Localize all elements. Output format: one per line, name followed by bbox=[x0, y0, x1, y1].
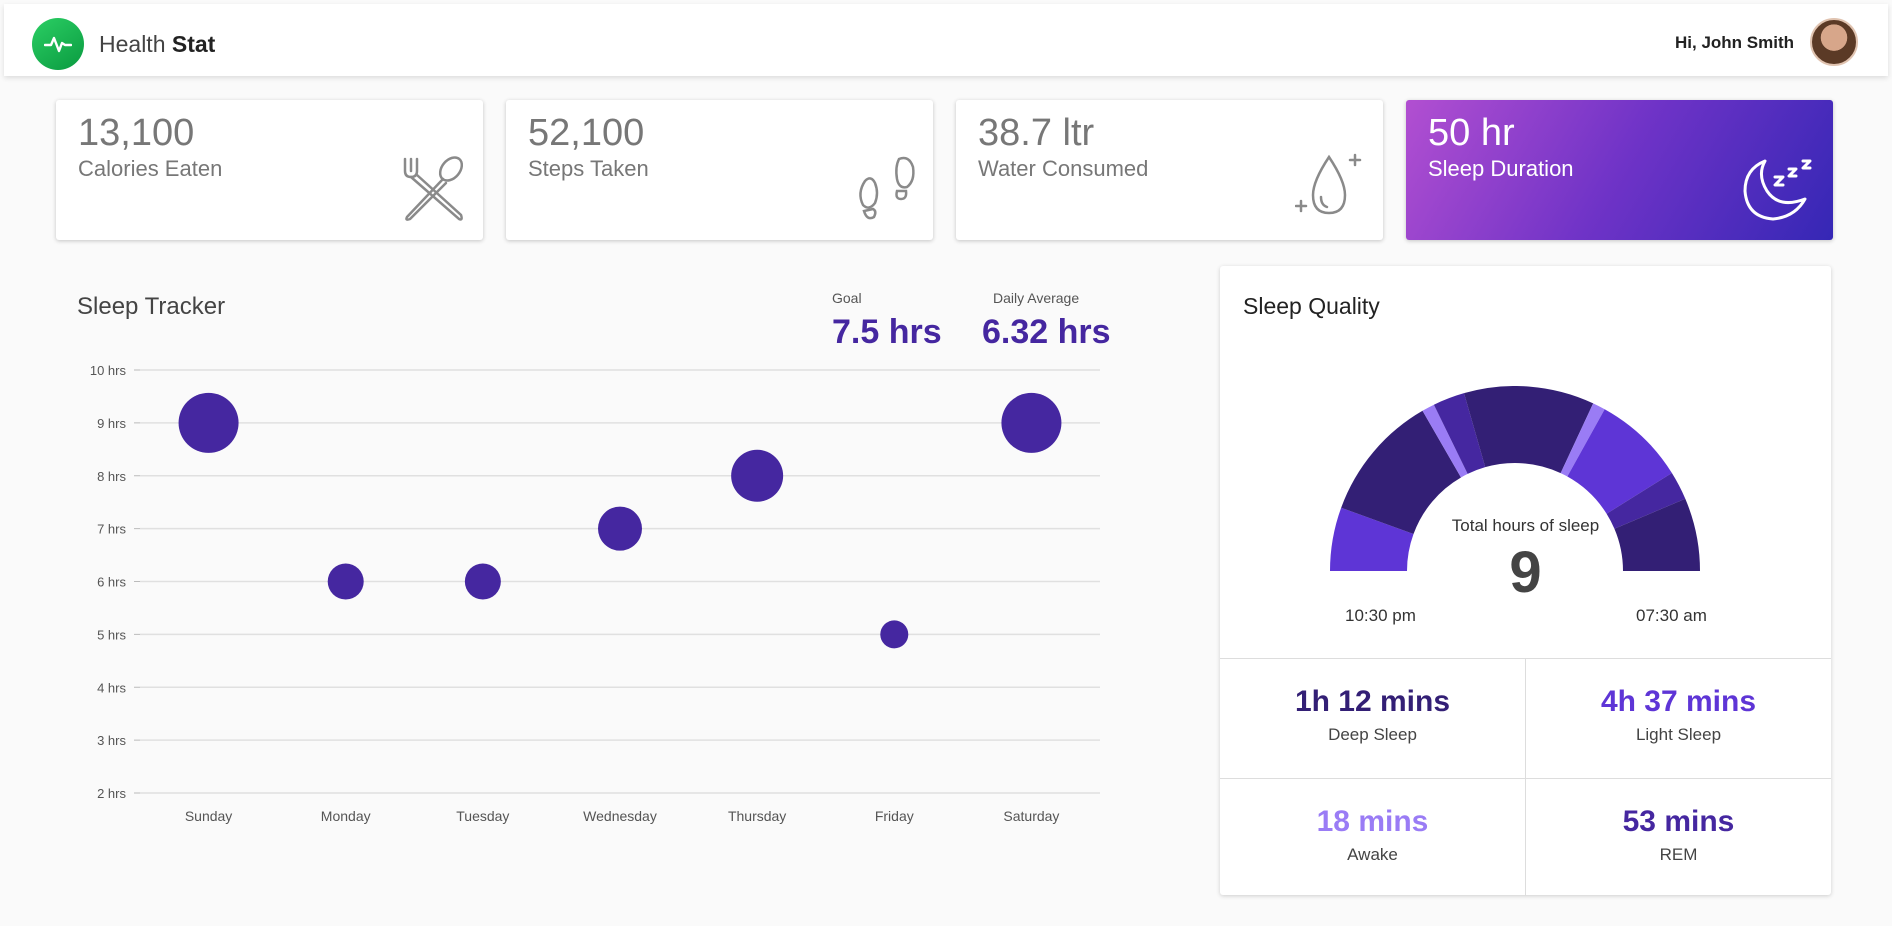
grid-divider bbox=[1525, 659, 1526, 896]
stat-card-sleep[interactable]: 50 hr Sleep Duration bbox=[1406, 100, 1833, 240]
user-greeting: Hi, John Smith bbox=[1675, 33, 1794, 52]
y-tick-label: 10 hrs bbox=[90, 363, 127, 378]
gauge-segment-deep[interactable] bbox=[1341, 410, 1461, 535]
sleep-bubble-monday[interactable] bbox=[327, 563, 364, 600]
x-tick-label: Saturday bbox=[1003, 808, 1059, 824]
x-tick-label: Friday bbox=[875, 808, 914, 824]
stat-label: Steps Taken bbox=[528, 156, 649, 181]
stat-value: 50 hr bbox=[1428, 112, 1515, 154]
sleep-tracker-title: Sleep Tracker bbox=[77, 293, 226, 320]
deep-sleep-label: Deep Sleep bbox=[1328, 725, 1417, 744]
rem-label: REM bbox=[1659, 845, 1698, 864]
stat-card-calories[interactable]: 13,100 Calories Eaten bbox=[56, 100, 483, 240]
gauge-start-time: 10:30 pm bbox=[1345, 606, 1416, 625]
grid-divider bbox=[1220, 778, 1831, 779]
gauge-segment-light[interactable] bbox=[1330, 507, 1414, 571]
sleep-quality-gauge bbox=[1330, 386, 1700, 571]
x-tick-label: Monday bbox=[321, 808, 371, 824]
y-tick-label: 4 hrs bbox=[97, 680, 126, 695]
sleep-bubble-tuesday[interactable] bbox=[464, 563, 501, 600]
light-sleep-label: Light Sleep bbox=[1635, 725, 1722, 744]
gauge-segment-light[interactable] bbox=[1567, 409, 1672, 514]
heartbeat-logo-icon[interactable] bbox=[32, 18, 84, 70]
utensils-icon bbox=[399, 153, 469, 228]
awake-cell[interactable]: 18 mins Awake bbox=[1220, 779, 1525, 897]
stat-label: Sleep Duration bbox=[1428, 156, 1574, 181]
stat-card-water[interactable]: 38.7 ltr Water Consumed bbox=[956, 100, 1383, 240]
stat-value: 13,100 bbox=[78, 112, 195, 154]
stat-label: Water Consumed bbox=[978, 156, 1149, 181]
sleep-tracker-chart: 2 hrs 3 hrs 4 hrs 5 hrs 6 hrs 7 hrs 8 hrs 9 hrs… bbox=[90, 363, 1100, 824]
deep-sleep-cell[interactable]: 1h 12 mins Deep Sleep bbox=[1220, 659, 1525, 777]
sleep-bubble-friday[interactable] bbox=[880, 620, 909, 649]
sleep-bubble-thursday[interactable] bbox=[731, 449, 784, 502]
gauge-center-value: 9 bbox=[1509, 540, 1542, 605]
stat-value: 52,100 bbox=[528, 112, 645, 154]
water-drop-icon bbox=[1294, 149, 1369, 228]
x-tick-label: Thursday bbox=[728, 808, 786, 824]
y-tick-label: 7 hrs bbox=[97, 522, 126, 537]
awake-label: Awake bbox=[1347, 845, 1398, 864]
x-tick-label: Tuesday bbox=[456, 808, 509, 824]
sleep-quality-title: Sleep Quality bbox=[1243, 293, 1380, 319]
goal-label: Goal bbox=[832, 290, 862, 306]
stat-card-steps[interactable]: 52,100 Steps Taken bbox=[506, 100, 933, 240]
deep-sleep-value: 1h 12 mins bbox=[1294, 685, 1451, 718]
user-avatar[interactable] bbox=[1810, 18, 1858, 66]
stat-value: 38.7 ltr bbox=[978, 112, 1095, 154]
y-tick-label: 8 hrs bbox=[97, 469, 126, 484]
y-tick-label: 3 hrs bbox=[97, 733, 126, 748]
sleep-bubble-wednesday[interactable] bbox=[598, 506, 642, 551]
top-bar: Health Stat Hi, John Smith bbox=[4, 4, 1888, 76]
daily-average-value: 6.32 hrs bbox=[982, 313, 1111, 351]
goal-value: 7.5 hrs bbox=[832, 313, 942, 351]
rem-cell[interactable]: 53 mins REM bbox=[1526, 779, 1831, 897]
gauge-end-time: 07:30 am bbox=[1636, 606, 1707, 625]
x-tick-label: Wednesday bbox=[583, 808, 657, 824]
gauge-segment-rem[interactable] bbox=[1433, 393, 1486, 474]
footprints-icon bbox=[855, 153, 919, 228]
y-tick-label: 9 hrs bbox=[97, 416, 126, 431]
moon-sleep-icon bbox=[1739, 151, 1819, 228]
daily-average-label: Daily Average bbox=[993, 290, 1080, 306]
y-tick-label: 6 hrs bbox=[97, 575, 126, 590]
sleep-stage-grid: 1h 12 mins Deep Sleep 4h 37 mins Light S… bbox=[1220, 658, 1831, 897]
sleep-bubble-saturday[interactable] bbox=[1001, 392, 1062, 453]
stat-label: Calories Eaten bbox=[78, 156, 223, 181]
gauge-segment-deep[interactable] bbox=[1464, 386, 1594, 474]
y-tick-label: 5 hrs bbox=[97, 627, 126, 642]
gauge-segment-rem[interactable] bbox=[1606, 472, 1686, 529]
x-tick-label: Sunday bbox=[185, 808, 232, 824]
rem-value: 53 mins bbox=[1622, 805, 1735, 838]
sleep-quality-card: Sleep Quality Total hours of sleep 9 10:… bbox=[1220, 266, 1831, 897]
y-tick-label: 2 hrs bbox=[97, 786, 126, 801]
gauge-segment-awake[interactable] bbox=[1422, 404, 1468, 478]
light-sleep-value: 4h 37 mins bbox=[1600, 685, 1757, 718]
gauge-center-label: Total hours of sleep bbox=[1451, 516, 1600, 535]
gauge-segment-awake[interactable] bbox=[1560, 403, 1605, 477]
awake-value: 18 mins bbox=[1316, 805, 1429, 838]
sleep-bubble-sunday[interactable] bbox=[178, 392, 239, 453]
gauge-segment-deep[interactable] bbox=[1614, 498, 1700, 571]
light-sleep-cell[interactable]: 4h 37 mins Light Sleep bbox=[1526, 659, 1831, 777]
app-brand[interactable]: Health Stat bbox=[99, 31, 216, 57]
